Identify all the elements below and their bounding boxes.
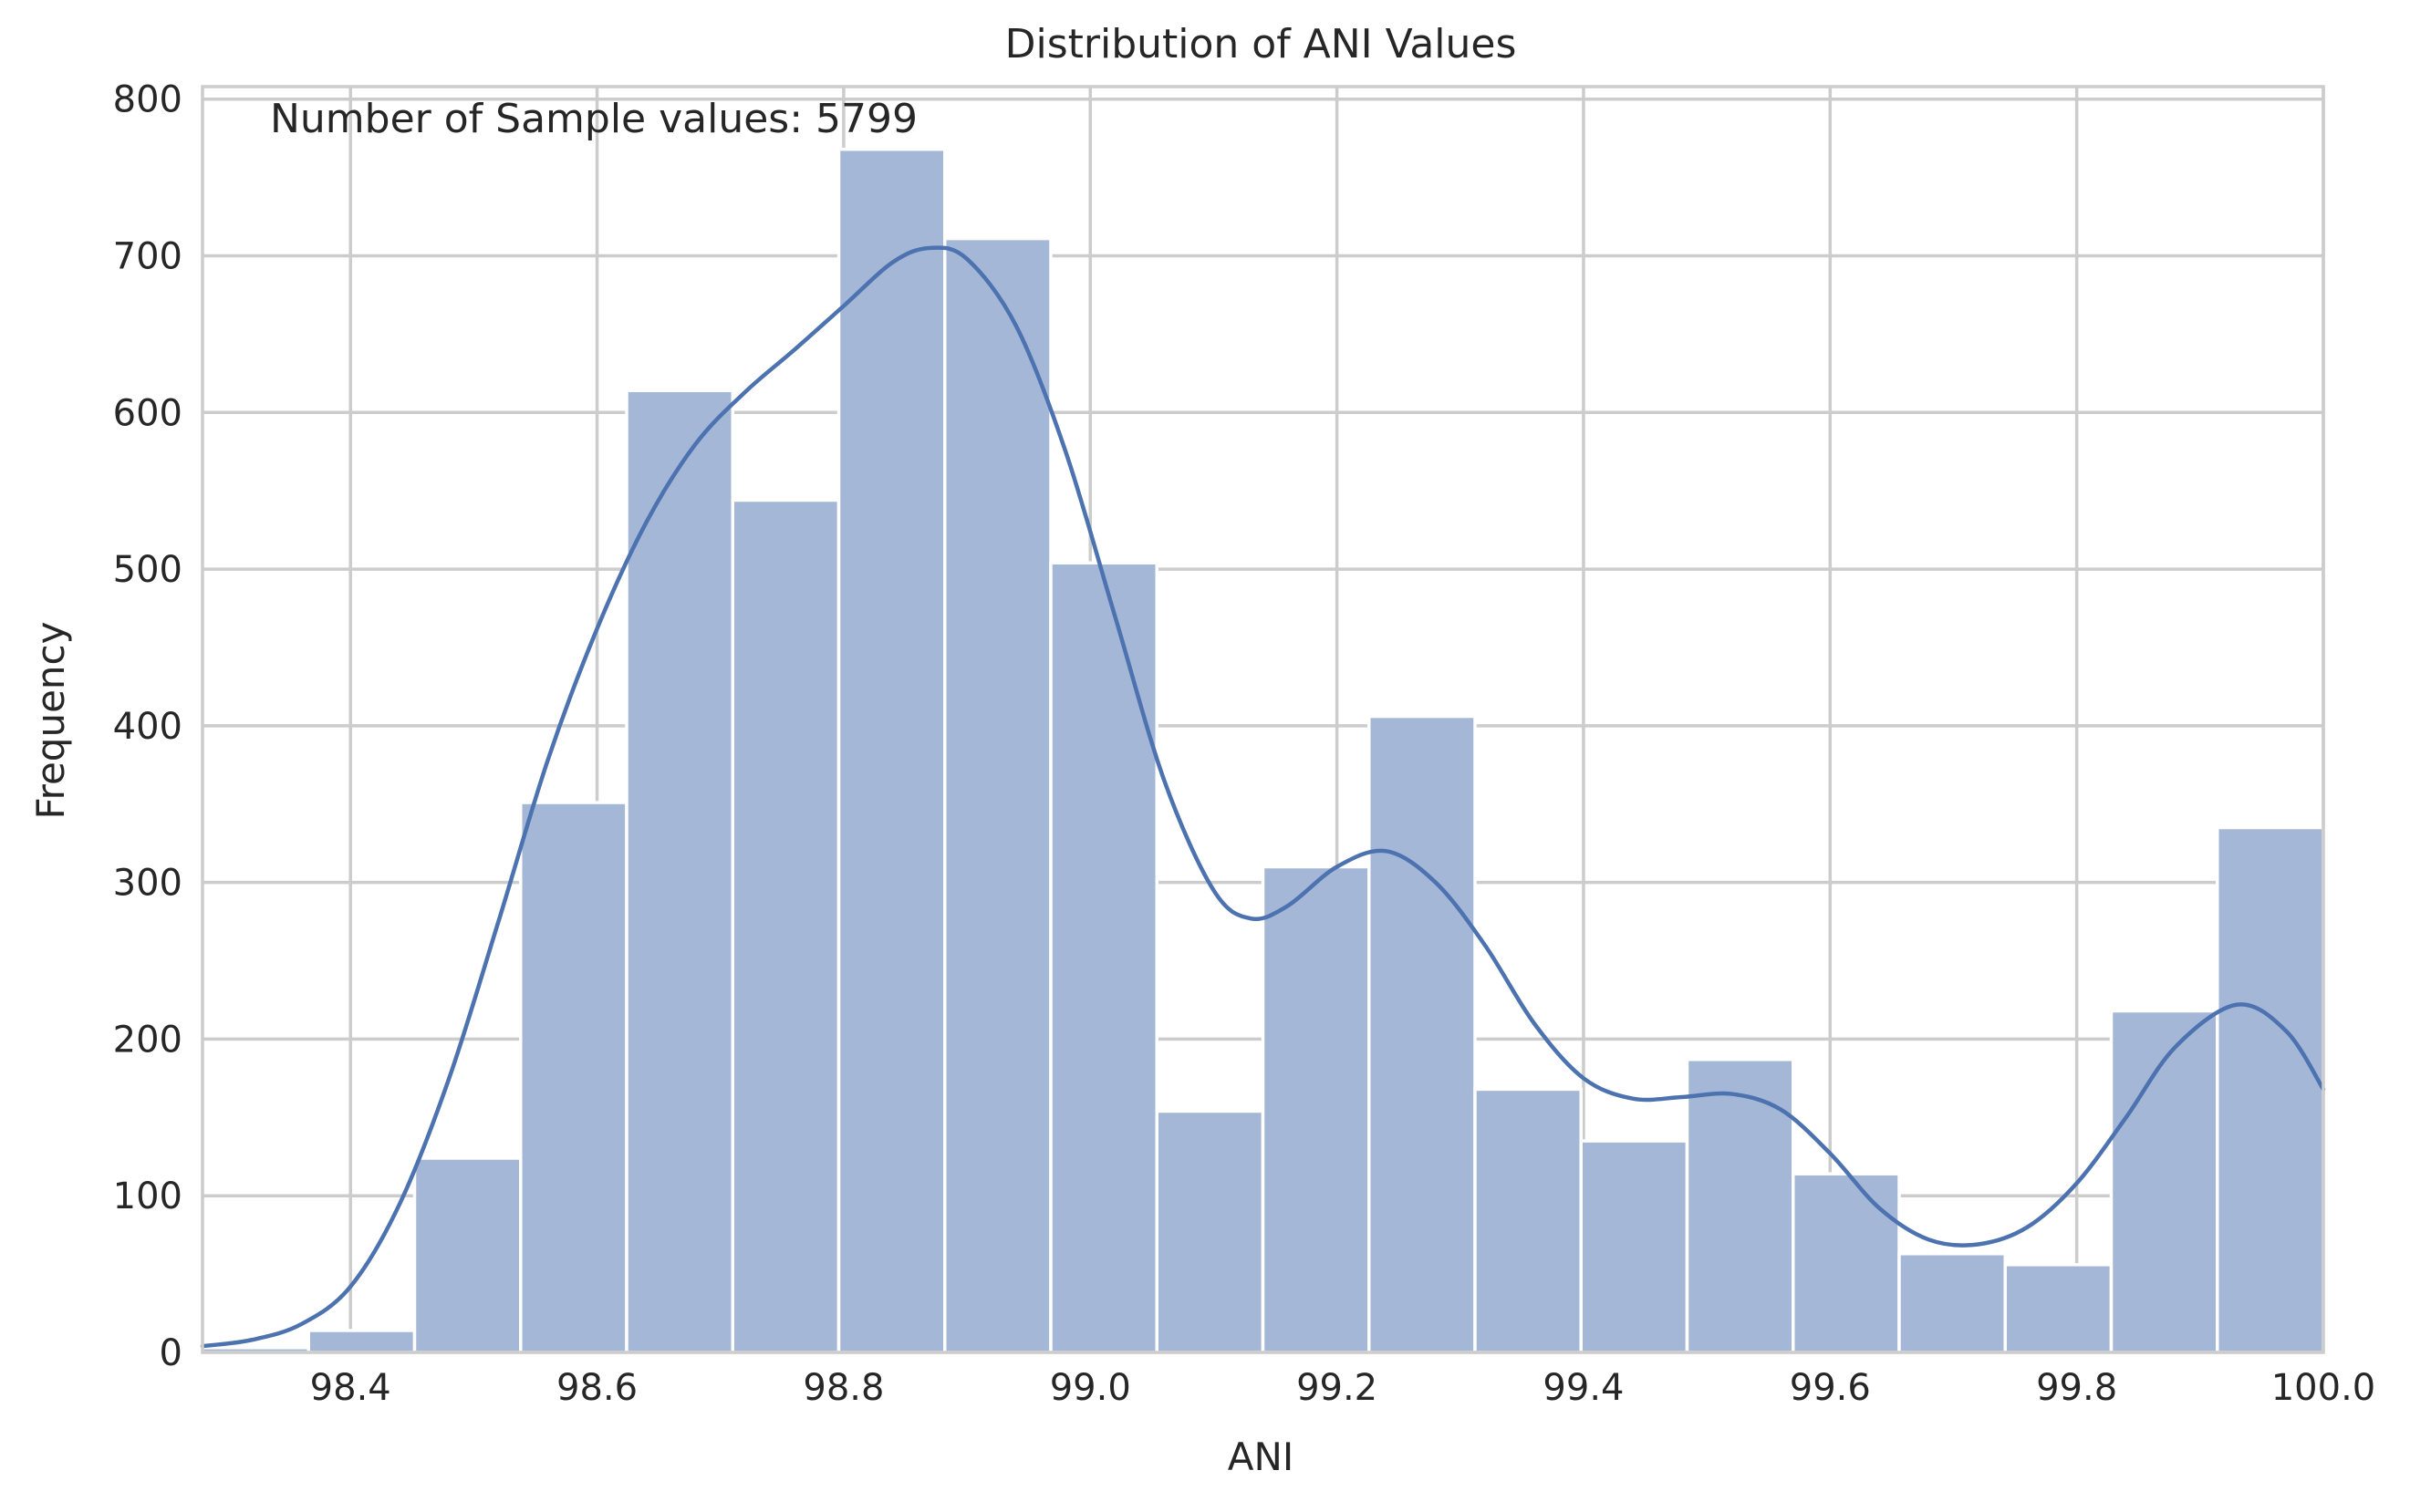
x-tick-label: 98.4 [310, 1367, 391, 1409]
histogram-bar [625, 388, 734, 1354]
histogram-bar [1897, 1252, 2007, 1354]
histogram-bars [201, 147, 2325, 1354]
x-tick-label: 99.4 [1543, 1367, 1624, 1409]
kde-curve [200, 245, 2326, 1349]
y-tick-label: 500 [113, 549, 182, 591]
y-tick-label: 700 [113, 236, 182, 278]
histogram-bar [1261, 865, 1371, 1354]
x-tick-label: 99.8 [2036, 1367, 2117, 1409]
histogram-bar [1792, 1172, 1901, 1354]
x-axis-ticks: 98.4 98.6 98.8 99.0 99.2 99.4 99.6 99.8 100.0 [310, 1367, 2376, 1409]
chart-title: Distribution of ANI Values [1005, 21, 1517, 67]
y-tick-label: 0 [160, 1332, 182, 1374]
x-tick-label: 99.6 [1790, 1367, 1871, 1409]
x-axis-label: ANI [1228, 1434, 1294, 1479]
histogram-bar [412, 1156, 523, 1354]
histogram-bar [836, 147, 947, 1354]
x-tick-label: 99.2 [1296, 1367, 1377, 1409]
y-tick-label: 200 [113, 1019, 182, 1061]
plot-frame [201, 85, 2325, 1354]
histogram-bar [519, 801, 628, 1354]
y-tick-label: 400 [113, 706, 182, 748]
histogram-bar [1579, 1139, 1689, 1354]
histogram-bar [2003, 1263, 2114, 1354]
histogram-bar [1473, 1087, 1583, 1354]
histogram-bar [1049, 561, 1158, 1354]
y-tick-label: 800 [113, 79, 182, 121]
y-tick-label: 100 [113, 1175, 182, 1217]
y-tick-label: 300 [113, 863, 182, 905]
x-tick-label: 99.0 [1050, 1367, 1131, 1409]
histogram-bar [1685, 1058, 1795, 1354]
y-tick-label: 600 [113, 392, 182, 434]
histogram-bar [1367, 714, 1477, 1354]
sample-count-annotation: Number of Sample values: 5799 [270, 96, 918, 142]
x-tick-label: 100.0 [2271, 1367, 2376, 1409]
y-axis-ticks: 0 100 200 300 400 500 600 700 800 [113, 79, 182, 1374]
histogram-bar [306, 1329, 417, 1354]
histogram-bar [731, 498, 841, 1354]
x-tick-label: 98.6 [556, 1367, 638, 1409]
histogram-bar [1155, 1109, 1265, 1354]
x-tick-label: 98.8 [803, 1367, 884, 1409]
histogram-bar [2216, 825, 2325, 1354]
histogram-bar [943, 236, 1053, 1354]
y-axis-label: Frequency [28, 622, 73, 820]
